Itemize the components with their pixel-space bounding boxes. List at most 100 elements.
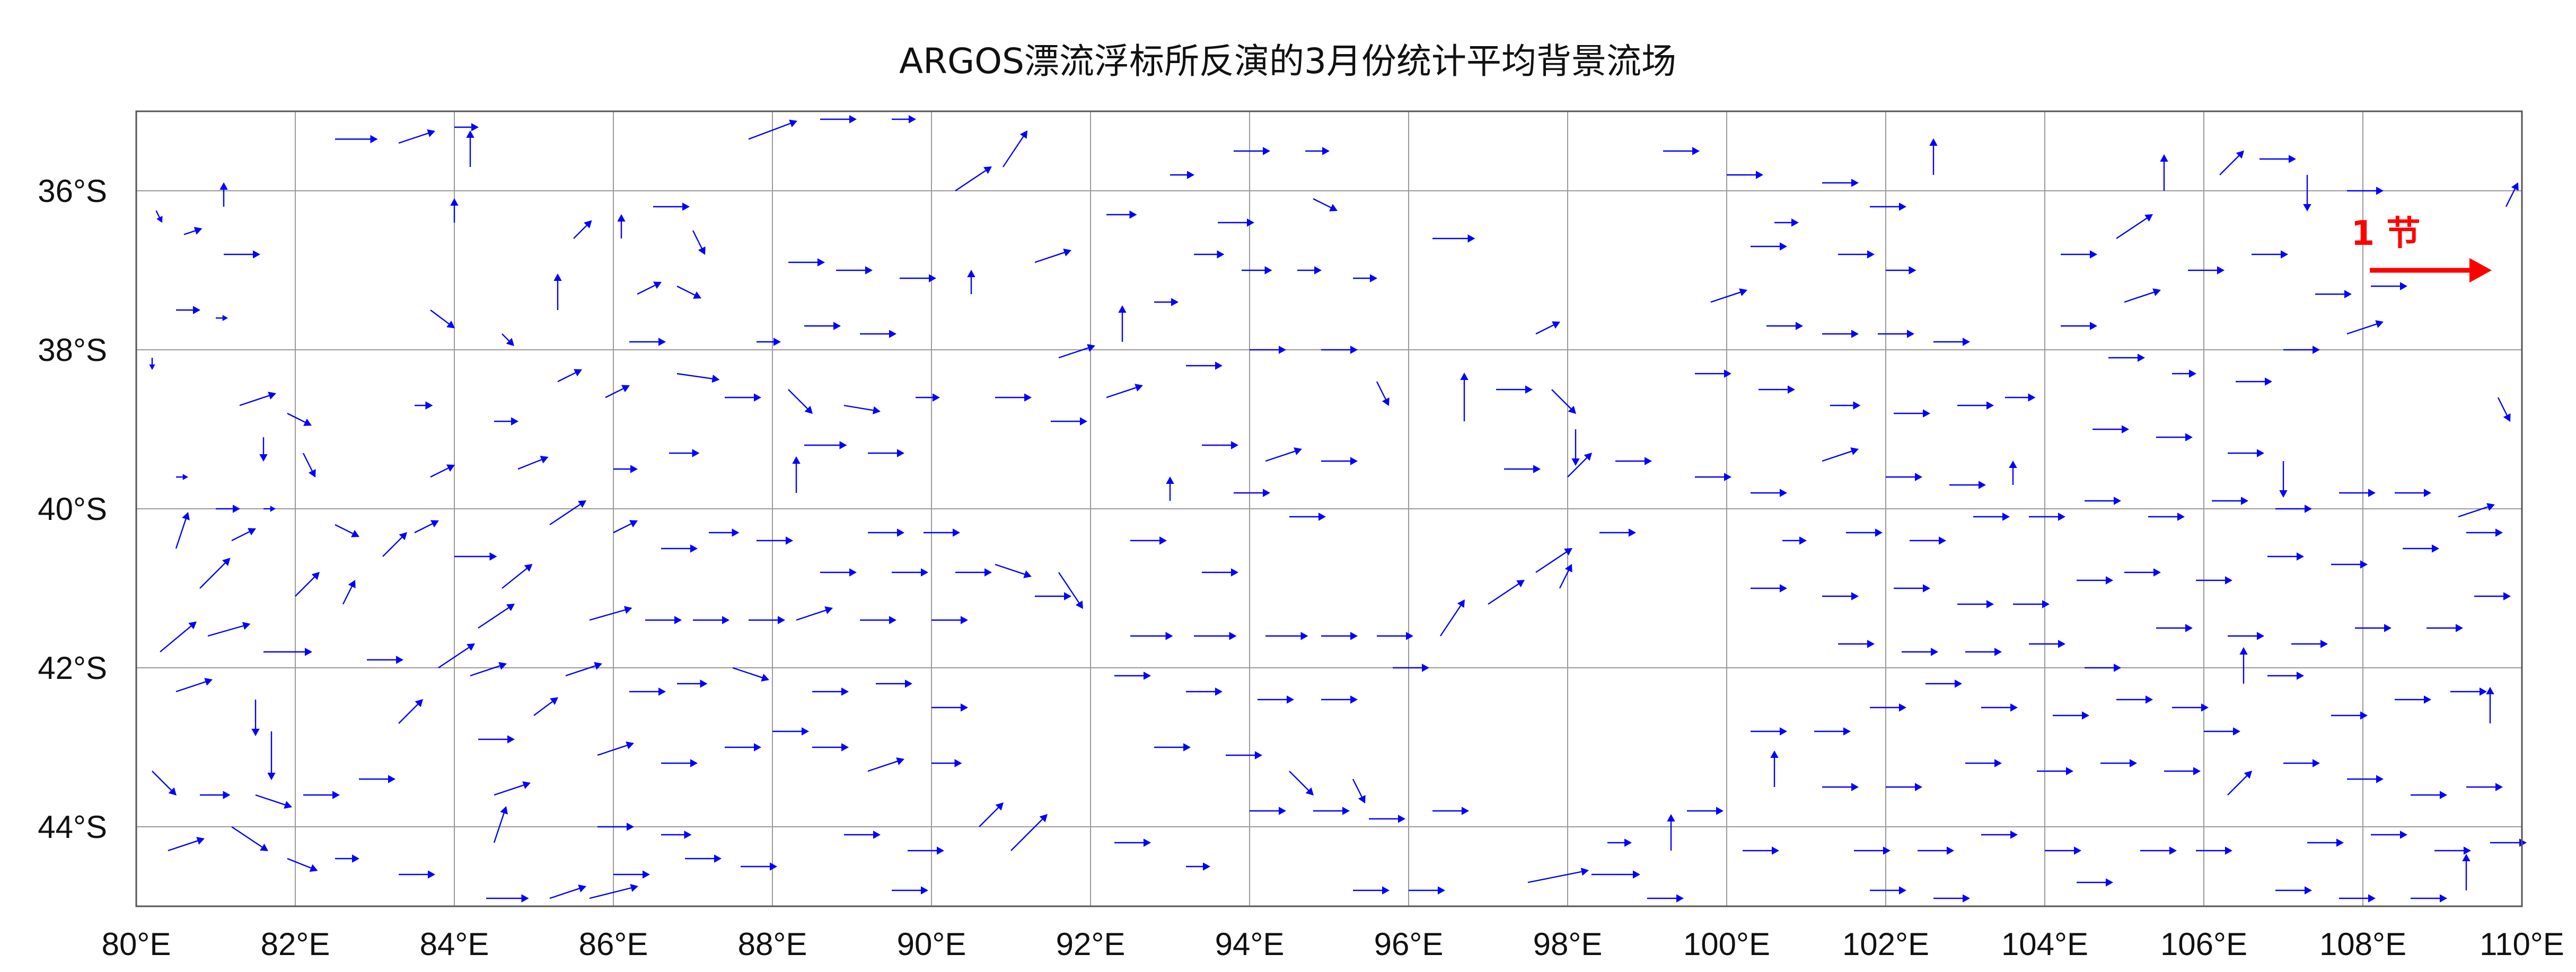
current-vector	[398, 129, 435, 144]
current-vector	[1321, 632, 1358, 640]
current-vector	[1830, 401, 1861, 410]
current-vector	[1615, 457, 1652, 465]
current-vector	[160, 621, 197, 652]
current-vector	[1432, 807, 1469, 815]
current-vector	[1393, 664, 1429, 672]
current-vector	[2355, 624, 2392, 632]
current-vector	[2093, 425, 2129, 434]
current-vector	[438, 643, 475, 668]
current-vector	[1202, 568, 1238, 577]
current-vector	[1504, 465, 1541, 473]
current-vector	[2450, 687, 2487, 696]
current-vector	[868, 449, 904, 457]
current-vector	[1822, 592, 1859, 600]
current-vector	[749, 616, 785, 624]
current-vector	[1957, 401, 1994, 410]
current-vector	[2172, 703, 2209, 712]
current-vector	[1369, 815, 1405, 823]
current-vector	[1118, 305, 1127, 342]
current-vector	[2252, 250, 2288, 259]
current-vector	[812, 743, 849, 752]
current-vector	[836, 266, 873, 275]
current-vector	[415, 401, 433, 410]
current-vector	[892, 115, 916, 123]
current-vector	[892, 568, 928, 577]
current-vector	[1353, 274, 1377, 282]
current-vector	[399, 870, 435, 879]
current-vector	[1130, 536, 1167, 545]
current-vector	[478, 604, 515, 629]
current-vector	[1559, 564, 1572, 589]
current-vector	[470, 662, 507, 677]
current-vector	[287, 412, 312, 426]
current-vector	[1242, 266, 1272, 275]
current-vector	[692, 230, 706, 255]
current-vector	[1751, 242, 1787, 251]
current-vector	[1313, 198, 1338, 211]
current-vector	[2085, 497, 2121, 505]
x-tick-label: 98°E	[1533, 926, 1603, 962]
current-vector	[1592, 870, 1640, 879]
current-vector	[900, 274, 936, 282]
current-vector	[924, 528, 960, 537]
current-vector	[967, 270, 975, 294]
current-vector	[517, 456, 549, 470]
current-vector	[2160, 154, 2168, 191]
current-vector	[2227, 771, 2252, 796]
x-tick-label: 102°E	[1842, 926, 1929, 962]
current-vector	[1751, 727, 1787, 736]
current-vector	[287, 858, 318, 872]
current-vector	[2347, 775, 2384, 783]
current-vector	[175, 678, 213, 693]
current-vector	[1265, 632, 1308, 640]
current-vector	[732, 667, 769, 682]
current-vector	[1154, 743, 1191, 752]
current-vector	[2009, 461, 2017, 485]
current-vector	[1106, 210, 1137, 219]
current-vector	[653, 202, 690, 211]
current-vector	[231, 528, 256, 542]
current-vector	[2148, 512, 2185, 521]
current-vector	[2228, 449, 2264, 457]
current-vector	[1440, 599, 1465, 637]
x-tick-label: 96°E	[1374, 926, 1444, 962]
current-vector	[916, 393, 940, 402]
current-vector	[693, 616, 729, 624]
current-vector	[1234, 489, 1270, 497]
y-tick-label: 40°S	[38, 491, 107, 527]
current-vector	[1194, 632, 1237, 640]
current-vector	[149, 358, 155, 370]
current-vector	[1305, 147, 1330, 155]
current-vector	[2164, 767, 2201, 775]
current-vector	[2275, 886, 2312, 895]
current-vector	[1727, 171, 1763, 179]
current-vector	[342, 580, 356, 605]
current-vector	[788, 258, 825, 267]
current-vector	[1822, 330, 1859, 338]
current-vector	[804, 322, 841, 330]
current-vector	[1870, 703, 1906, 712]
current-vector	[466, 130, 474, 167]
current-vector	[168, 837, 205, 852]
current-vector	[175, 512, 190, 549]
current-vector	[1166, 476, 1174, 501]
y-axis: 36°S 38°S 40°S 42°S 44°S	[38, 173, 107, 845]
current-vector	[1460, 373, 1469, 421]
x-axis: 80°E 82°E 84°E 86°E 88°E 90°E 92°E 94°E 96°E 98°E…	[102, 926, 2564, 962]
current-vector	[1130, 632, 1173, 640]
current-vector	[549, 500, 586, 525]
current-vector	[1186, 361, 1223, 370]
current-vector	[661, 830, 692, 839]
current-vector	[617, 214, 626, 238]
current-vector	[1010, 814, 1048, 851]
current-vector	[613, 520, 638, 534]
current-vector	[1186, 687, 1223, 696]
current-vector	[1822, 179, 1859, 187]
current-vector	[1647, 894, 1684, 903]
current-vector	[494, 417, 518, 426]
current-vector	[2279, 461, 2288, 498]
current-vector	[155, 210, 163, 223]
current-vector	[2315, 290, 2352, 298]
current-vector	[1933, 338, 1970, 346]
